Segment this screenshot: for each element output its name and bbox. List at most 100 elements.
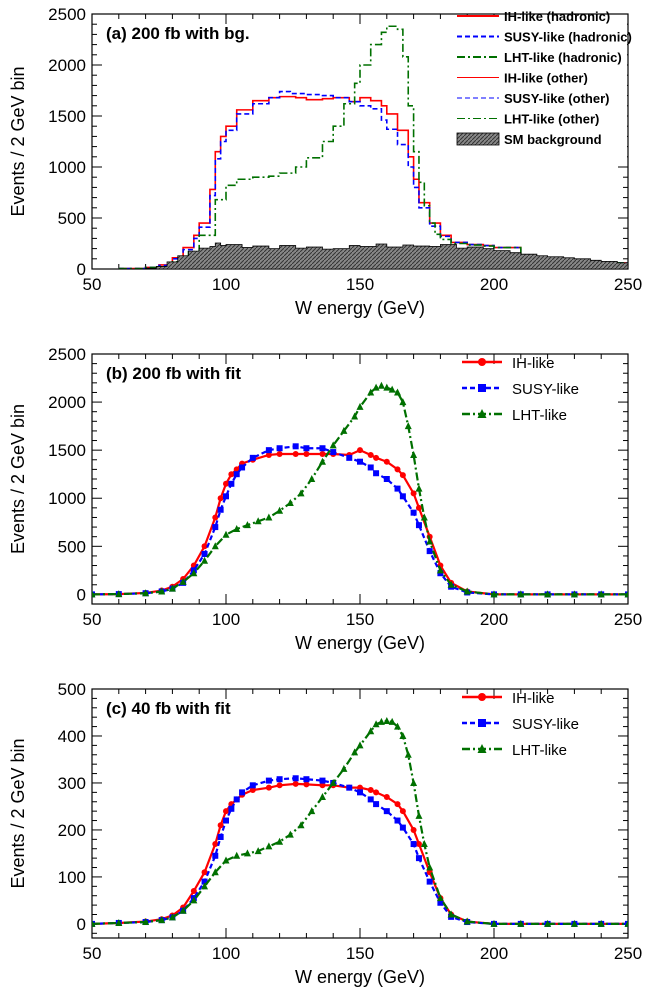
point-ih: [319, 451, 326, 457]
plot-area: [92, 716, 628, 927]
plot-area: [92, 381, 628, 598]
point-susy: [228, 805, 235, 812]
point-ih: [415, 841, 422, 848]
point-susy: [249, 782, 256, 789]
legend-label: SUSY-like: [512, 716, 579, 733]
point-ih: [212, 514, 219, 521]
point-susy: [373, 801, 380, 808]
point-lht: [351, 412, 359, 420]
point-ih: [367, 451, 374, 458]
x-tick-label: 150: [346, 275, 374, 294]
y-tick-label: 1000: [48, 158, 86, 177]
point-lht: [410, 450, 418, 458]
point-susy: [346, 454, 353, 461]
point-ih: [410, 490, 417, 497]
point-susy: [426, 878, 433, 885]
point-ih: [367, 787, 374, 794]
legend: IH-like SUSY-like LHT-like: [462, 355, 579, 424]
x-tick-label: 50: [83, 944, 102, 963]
point-lht: [388, 385, 396, 393]
point-lht: [158, 587, 166, 595]
point-ih: [357, 447, 363, 454]
point-lht: [276, 506, 284, 514]
fit-lht: [92, 384, 628, 596]
point-susy: [249, 454, 256, 461]
y-tick-label: 0: [77, 585, 86, 604]
panel-title: (c) 40 fb with fit: [106, 699, 231, 718]
point-lht: [115, 918, 123, 926]
point-susy: [212, 852, 219, 859]
legend-label: IH-like: [512, 690, 555, 707]
point-susy: [223, 817, 229, 824]
point-lht: [377, 717, 385, 725]
x-tick-label: 250: [614, 610, 642, 629]
legend-marker: [477, 409, 487, 418]
point-lht: [436, 566, 444, 574]
point-susy: [346, 784, 353, 791]
point-susy: [212, 524, 219, 531]
point-susy: [217, 833, 224, 840]
point-susy: [292, 443, 299, 450]
point-lht: [190, 896, 198, 904]
point-lht: [490, 919, 498, 927]
point-lht: [201, 556, 209, 564]
fit-susy: [92, 777, 628, 926]
point-lht: [597, 590, 605, 598]
x-tick-label: 150: [346, 944, 374, 963]
x-axis-label: W energy (GeV): [295, 633, 425, 653]
point-ih: [223, 480, 229, 487]
point-lht: [570, 919, 578, 927]
point-lht: [168, 913, 176, 921]
point-lht: [329, 441, 337, 449]
point-susy: [394, 817, 401, 824]
point-lht: [222, 530, 230, 538]
point-lht: [308, 475, 316, 482]
x-tick-label: 200: [480, 610, 508, 629]
point-ih: [410, 826, 417, 833]
y-tick-label: 2500: [48, 345, 86, 364]
point-ih: [217, 822, 224, 829]
point-lht: [399, 731, 407, 739]
point-lht: [420, 840, 428, 848]
point-ih: [201, 543, 208, 550]
point-susy: [292, 775, 299, 782]
point-lht: [308, 807, 316, 815]
point-lht: [356, 402, 364, 410]
point-lht: [544, 590, 552, 598]
fit-ih: [92, 448, 628, 596]
point-susy: [239, 789, 246, 796]
legend-marker: [478, 358, 486, 366]
point-lht: [254, 847, 262, 855]
point-lht: [517, 919, 525, 927]
point-lht: [92, 590, 96, 598]
point-lht: [142, 589, 150, 597]
point-susy: [303, 445, 310, 452]
point-lht: [179, 906, 187, 914]
point-lht: [168, 584, 176, 592]
point-lht: [410, 778, 418, 786]
point-lht: [426, 863, 434, 871]
legend-label: IH-like: [512, 355, 555, 372]
point-susy: [367, 796, 374, 803]
point-lht: [404, 422, 412, 430]
x-tick-label: 200: [480, 275, 508, 294]
point-lht: [318, 457, 326, 465]
point-lht: [367, 388, 375, 396]
point-ih: [292, 780, 299, 787]
point-susy: [201, 551, 208, 557]
legend-marker: [478, 384, 486, 392]
legend-swatch: [456, 132, 500, 146]
point-lht: [420, 513, 428, 521]
point-ih: [249, 787, 256, 794]
point-ih: [357, 784, 363, 791]
x-tick-label: 100: [212, 610, 240, 629]
x-tick-label: 100: [212, 944, 240, 963]
point-lht: [340, 764, 348, 772]
point-lht: [265, 842, 273, 850]
series-sm-background: [118, 242, 628, 269]
point-susy: [239, 464, 246, 471]
x-tick-label: 150: [346, 610, 374, 629]
panel-title: (a) 200 fb with bg.: [106, 24, 250, 43]
point-lht: [297, 821, 305, 829]
series-lht: [118, 25, 628, 269]
